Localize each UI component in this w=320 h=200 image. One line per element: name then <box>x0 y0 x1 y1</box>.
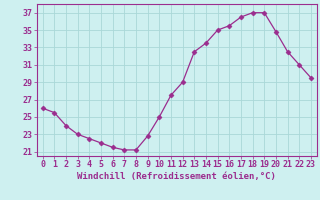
X-axis label: Windchill (Refroidissement éolien,°C): Windchill (Refroidissement éolien,°C) <box>77 172 276 181</box>
